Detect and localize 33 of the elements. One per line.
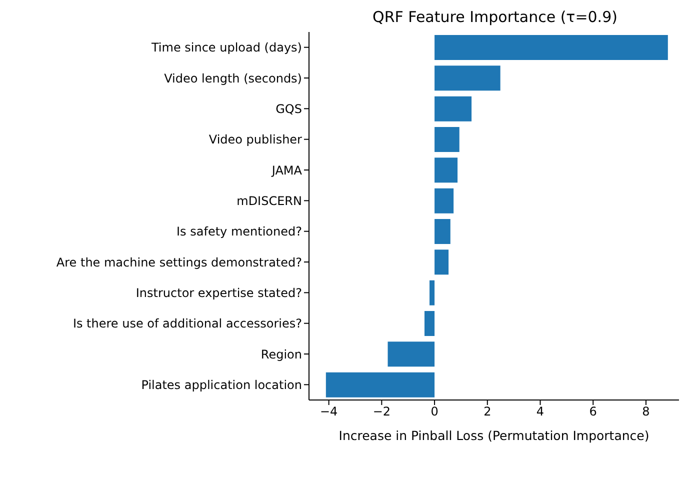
y-tick-label: Are the machine settings demonstrated? <box>56 255 302 270</box>
bar <box>434 127 460 152</box>
x-tick-label: 6 <box>589 404 597 419</box>
x-tick-label: −4 <box>320 404 338 419</box>
y-tick-label: JAMA <box>270 163 303 178</box>
y-tick-label: mDISCERN <box>236 194 302 208</box>
bar <box>434 35 668 60</box>
bar <box>424 311 435 336</box>
x-tick-label: 0 <box>430 404 438 419</box>
y-tick-label: Video publisher <box>208 132 302 147</box>
bar <box>434 188 454 214</box>
y-tick-label: Region <box>260 347 302 362</box>
y-tick-label: Time since upload (days) <box>150 40 302 55</box>
y-tick-label: Video length (seconds) <box>164 71 302 86</box>
bar <box>434 250 449 275</box>
bar <box>326 372 435 398</box>
y-tick-label: Pilates application location <box>141 378 302 392</box>
bar <box>430 280 435 306</box>
x-tick-label: −2 <box>372 404 391 419</box>
bar <box>434 158 458 183</box>
y-tick-label: Instructor expertise stated? <box>136 286 302 300</box>
y-tick-label: GQS <box>276 102 302 116</box>
x-tick-label: 4 <box>536 404 544 419</box>
y-tick-label: Is there use of additional accessories? <box>72 316 302 331</box>
x-tick-label: 8 <box>642 404 650 419</box>
x-tick-label: 2 <box>484 404 492 419</box>
y-tick-label: Is safety mentioned? <box>176 224 302 239</box>
x-axis-title: Increase in Pinball Loss (Permutation Importance) <box>338 428 650 443</box>
bar <box>434 219 450 244</box>
bar <box>434 96 472 122</box>
chart-title: QRF Feature Importance (τ=0.9) <box>372 8 618 26</box>
bar <box>388 342 435 367</box>
bar <box>434 66 500 91</box>
